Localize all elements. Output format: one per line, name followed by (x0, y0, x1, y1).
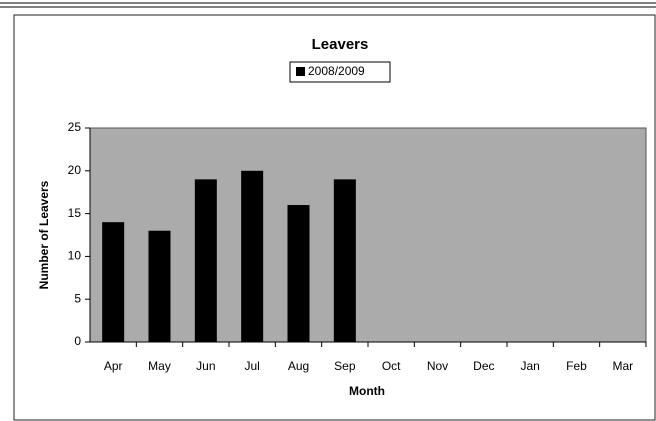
y-tick-label: 0 (74, 334, 81, 348)
x-tick-label: Mar (612, 359, 633, 373)
bar (148, 230, 171, 342)
y-tick-label: 5 (74, 291, 81, 305)
bar (287, 205, 310, 342)
x-tick-label: Apr (104, 359, 123, 373)
x-tick-label: May (148, 359, 171, 373)
chart-frame (13, 14, 656, 421)
x-tick-label: Jun (196, 359, 215, 373)
bar (241, 170, 264, 342)
y-tick-label: 15 (68, 206, 82, 220)
x-tick-label: Jan (520, 359, 539, 373)
bar (333, 179, 356, 342)
y-axis-title: Number of Leavers (37, 180, 51, 289)
x-tick-label: Jul (244, 359, 259, 373)
x-axis-title: Month (349, 384, 385, 398)
y-tick-label: 25 (68, 120, 82, 134)
x-tick-label: Nov (427, 359, 448, 373)
plot-area (89, 127, 647, 343)
legend-box (289, 61, 391, 83)
x-tick-label: Feb (566, 359, 587, 373)
x-tick-label: Aug (288, 359, 309, 373)
y-tick-label: 10 (68, 249, 82, 263)
x-tick-label: Oct (382, 359, 401, 373)
chart-title: Leavers (312, 36, 369, 53)
legend-swatch (296, 67, 305, 76)
bar (194, 179, 217, 342)
bar (102, 222, 125, 342)
y-tick-label: 20 (68, 163, 82, 177)
legend-label: 2008/2009 (308, 64, 365, 78)
x-tick-label: Dec (473, 359, 494, 373)
x-tick-label: Sep (334, 359, 356, 373)
